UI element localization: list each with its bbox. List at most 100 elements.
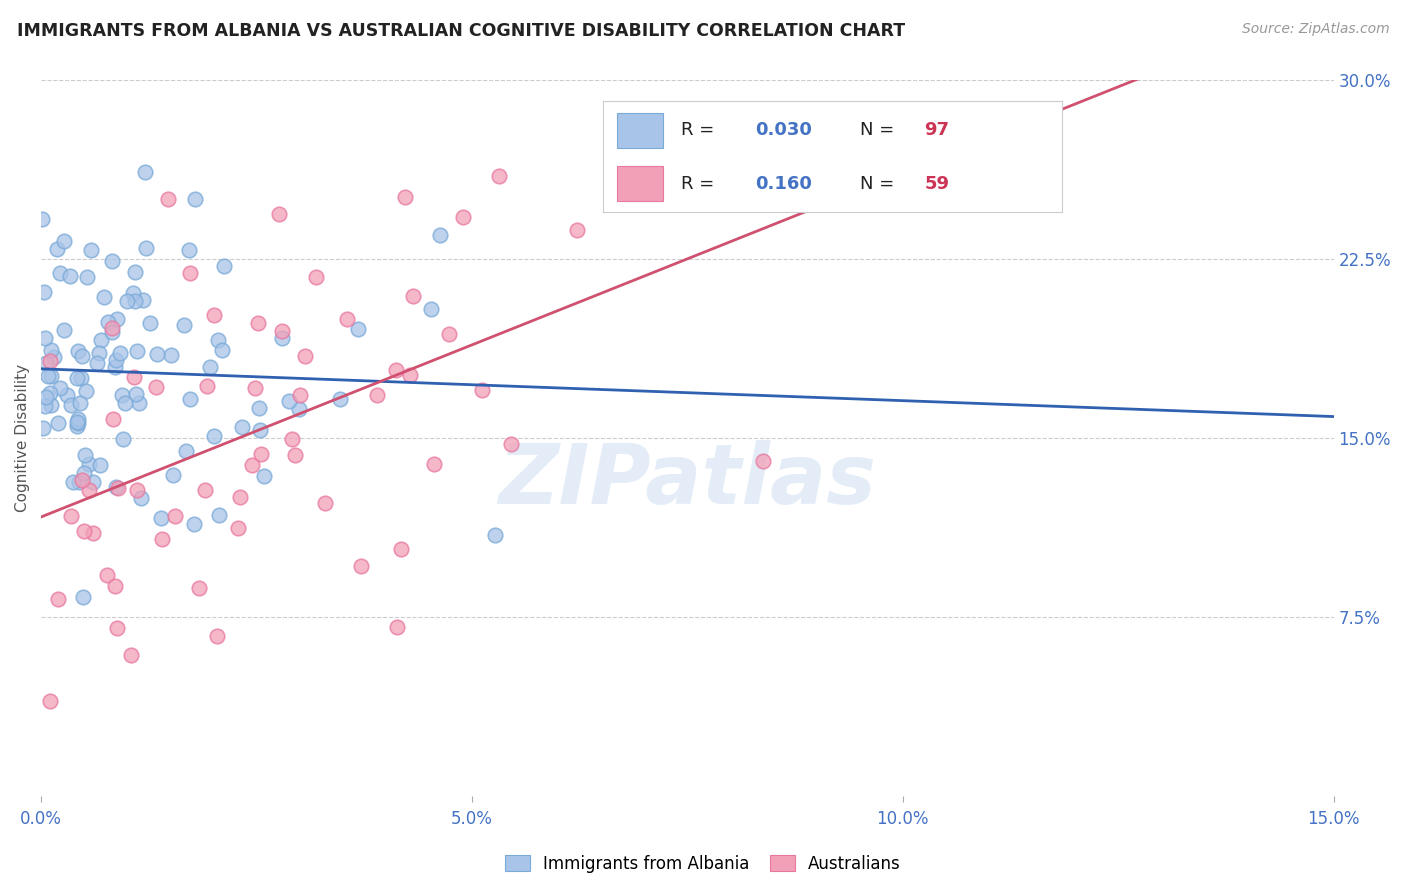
Point [86,356,108,370]
Point [329,392,352,406]
Point [243,381,266,395]
Point [35,356,58,370]
Point [124,265,146,279]
Point [101,411,124,425]
Point [62,475,84,489]
Point [176,443,198,458]
Point [75,384,97,398]
Point [159,348,181,362]
Point [267,207,290,221]
Point [146,347,169,361]
Point [122,370,145,384]
Point [32,421,55,435]
Point [127,483,149,497]
Point [117,293,139,308]
Point [179,266,201,280]
Point [200,360,222,375]
Point [39,353,62,368]
Point [194,483,217,498]
Point [108,346,131,360]
Point [207,334,229,348]
Point [336,312,359,326]
Point [145,380,167,394]
Point [150,532,173,546]
Point [202,428,225,442]
Point [246,317,269,331]
Point [394,189,416,203]
Point [132,293,155,308]
Point [104,353,127,368]
Point [304,270,326,285]
Point [39,343,62,357]
Point [53,234,76,248]
Point [183,516,205,531]
Point [471,383,494,397]
Point [70,473,93,487]
Point [112,433,135,447]
Point [101,254,124,268]
Point [162,468,184,483]
Point [423,457,446,471]
Point [188,581,211,595]
Point [104,578,127,592]
Point [389,541,412,556]
Point [39,368,62,383]
Point [429,228,451,243]
Point [284,448,307,462]
Point [46,592,69,607]
Point [59,268,82,283]
Point [270,324,292,338]
Point [93,290,115,304]
Point [73,466,96,480]
Point [38,386,60,401]
Point [226,521,249,535]
Point [76,269,98,284]
Point [111,388,134,402]
Point [77,483,100,497]
Point [253,468,276,483]
Point [67,411,90,425]
Point [202,308,225,322]
Point [179,392,201,406]
Point [366,388,388,402]
Point [66,415,89,429]
Text: Source: ZipAtlas.com: Source: ZipAtlas.com [1241,22,1389,37]
Point [101,321,124,335]
Point [128,395,150,409]
Point [163,509,186,524]
Point [122,286,145,301]
Point [156,192,179,206]
Point [173,318,195,332]
Y-axis label: Cognitive Disability: Cognitive Disability [15,364,30,512]
Point [565,223,588,237]
Point [96,568,118,582]
Point [211,343,233,358]
Point [66,370,89,384]
Point [114,396,136,410]
Point [249,423,271,437]
Point [288,402,311,417]
Point [288,388,311,402]
Point [177,243,200,257]
Point [104,480,127,494]
Point [69,396,91,410]
Point [385,620,408,634]
Point [34,331,56,345]
Point [52,323,75,337]
Point [67,344,90,359]
Point [184,192,207,206]
Point [72,524,94,539]
Point [56,387,79,401]
Point [134,165,156,179]
Point [212,259,235,273]
Point [34,390,56,404]
Point [240,458,263,472]
Point [439,326,461,341]
Point [37,368,59,383]
Point [398,368,420,383]
Point [105,621,128,635]
Point [100,325,122,339]
Point [31,211,53,226]
Point [42,350,65,364]
Point [139,316,162,330]
